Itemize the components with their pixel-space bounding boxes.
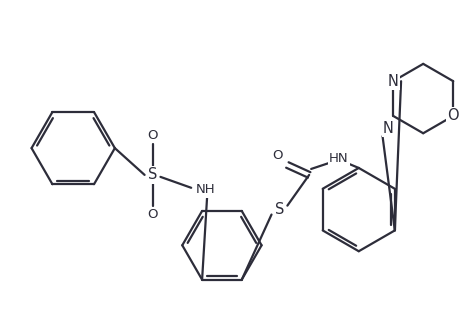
Text: HN: HN — [329, 152, 349, 165]
Text: O: O — [272, 149, 283, 162]
Text: NH: NH — [195, 183, 215, 196]
Text: O: O — [147, 129, 158, 142]
Text: O: O — [448, 109, 459, 124]
Text: S: S — [148, 167, 157, 183]
Text: N: N — [383, 121, 394, 136]
Text: S: S — [275, 202, 284, 217]
Text: N: N — [388, 74, 399, 89]
Text: O: O — [147, 208, 158, 221]
